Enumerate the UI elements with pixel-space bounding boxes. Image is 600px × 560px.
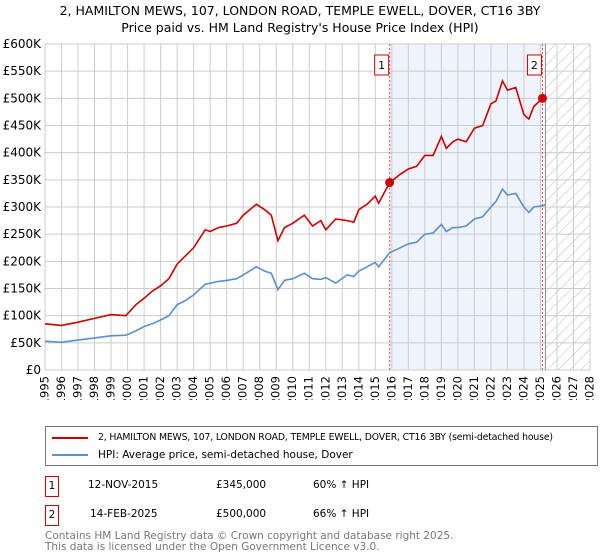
sale-point: [537, 93, 547, 103]
legend-item-hpi: HPI: Average price, semi-detached house,…: [52, 449, 593, 461]
x-tick-label: 2022: [483, 376, 497, 400]
y-tick-label: £450K: [3, 119, 43, 133]
x-tick-label: 2009: [269, 376, 283, 400]
x-tick-label: 2008: [252, 376, 266, 400]
footer-copyright: Contains HM Land Registry data © Crown c…: [45, 530, 454, 542]
x-tick-label: 1997: [71, 376, 85, 400]
series-line: [44, 187, 546, 344]
transaction-row: 1 12-NOV-2015 £345,000 60% ↑ HPI: [45, 476, 545, 497]
sale-label: 2: [531, 59, 538, 72]
sale-label-box: [374, 54, 390, 76]
x-tick-label: 2019: [434, 376, 448, 400]
y-tick-label: £500K: [3, 91, 43, 105]
x-tick-label: 2015: [368, 376, 382, 400]
x-tick-label: 2021: [467, 376, 481, 400]
x-tick-label: 2007: [236, 376, 250, 400]
legend-item-property: 2, HAMILTON MEWS, 107, LONDON ROAD, TEMP…: [52, 432, 593, 443]
sale-label-box: [526, 54, 542, 76]
x-tick-label: 2010: [285, 376, 299, 400]
x-tick-label: 2024: [516, 376, 530, 400]
x-tick-label: 2023: [500, 376, 514, 400]
x-tick-label: 1995: [38, 376, 52, 400]
series-line: [44, 78, 543, 327]
sale-point: [385, 178, 395, 188]
x-tick-label: 1996: [54, 376, 68, 400]
transaction-date: 14-FEB-2025: [90, 508, 158, 520]
legend-swatch-red: [52, 436, 88, 439]
x-tick-label: 2025: [533, 376, 547, 400]
legend-label: HPI: Average price, semi-detached house,…: [98, 449, 353, 461]
x-tick-label: 2003: [170, 376, 184, 400]
transaction-row: 2 14-FEB-2025 £500,000 66% ↑ HPI: [45, 505, 545, 526]
x-tick-label: 2020: [450, 376, 464, 400]
footer-licence: This data is licensed under the Open Gov…: [45, 541, 380, 553]
y-tick-label: £350K: [3, 173, 43, 187]
y-tick-label: £100K: [3, 309, 43, 323]
x-tick-label: 2026: [549, 376, 563, 400]
x-tick-label: 2002: [153, 376, 167, 400]
x-tick-label: 2005: [203, 376, 217, 400]
y-tick-label: £550K: [3, 64, 43, 78]
x-tick-label: 2011: [302, 376, 316, 400]
y-tick-label: £300K: [3, 200, 43, 214]
x-tick-label: 2013: [335, 376, 349, 400]
x-tick-label: 2000: [120, 376, 134, 400]
x-tick-label: 1999: [104, 376, 118, 400]
x-tick-label: 2004: [186, 376, 200, 400]
x-tick-label: 1998: [87, 376, 101, 400]
y-tick-label: £0: [26, 363, 41, 377]
y-tick-label: £250K: [3, 227, 43, 241]
y-tick-label: £200K: [3, 254, 43, 268]
legend-swatch-blue: [52, 454, 88, 456]
y-tick-label: £50K: [10, 336, 42, 350]
x-tick-label: 2027: [566, 376, 580, 400]
x-tick-label: 2018: [417, 376, 431, 400]
transaction-price: £500,000: [216, 508, 267, 520]
transaction-date: 12-NOV-2015: [88, 479, 159, 491]
y-tick-label: £600K: [3, 37, 43, 51]
y-tick-label: £400K: [3, 146, 43, 160]
x-tick-label: 2012: [318, 376, 332, 400]
price-chart: 1995 1996 1997 1998 1999 2000 2001 2002 2003 2004…: [3, 37, 597, 400]
transaction-hpi: 60% ↑ HPI: [313, 479, 370, 491]
chart-title: 2, HAMILTON MEWS, 107, LONDON ROAD, TEMP…: [59, 3, 541, 18]
x-tick-label: 2014: [351, 376, 365, 400]
x-tick-label: 2016: [384, 376, 398, 400]
transaction-badge: 2: [45, 505, 59, 526]
chart-subtitle: Price paid vs. HM Land Registry's House …: [121, 20, 479, 35]
sale-label: 1: [378, 59, 385, 72]
legend: 2, HAMILTON MEWS, 107, LONDON ROAD, TEMP…: [45, 426, 598, 466]
transaction-hpi: 66% ↑ HPI: [313, 508, 370, 520]
footer: Contains HM Land Registry data © Crown c…: [45, 531, 453, 553]
x-tick-label: 2028: [583, 376, 597, 400]
legend-label: 2, HAMILTON MEWS, 107, LONDON ROAD, TEMP…: [98, 432, 553, 443]
transaction-price: £345,000: [216, 479, 267, 491]
transaction-badge: 1: [45, 476, 59, 497]
x-tick-label: 2001: [137, 376, 151, 400]
x-tick-label: 2017: [401, 376, 415, 400]
x-tick-label: 2006: [219, 376, 233, 400]
y-tick-label: £150K: [3, 282, 43, 296]
